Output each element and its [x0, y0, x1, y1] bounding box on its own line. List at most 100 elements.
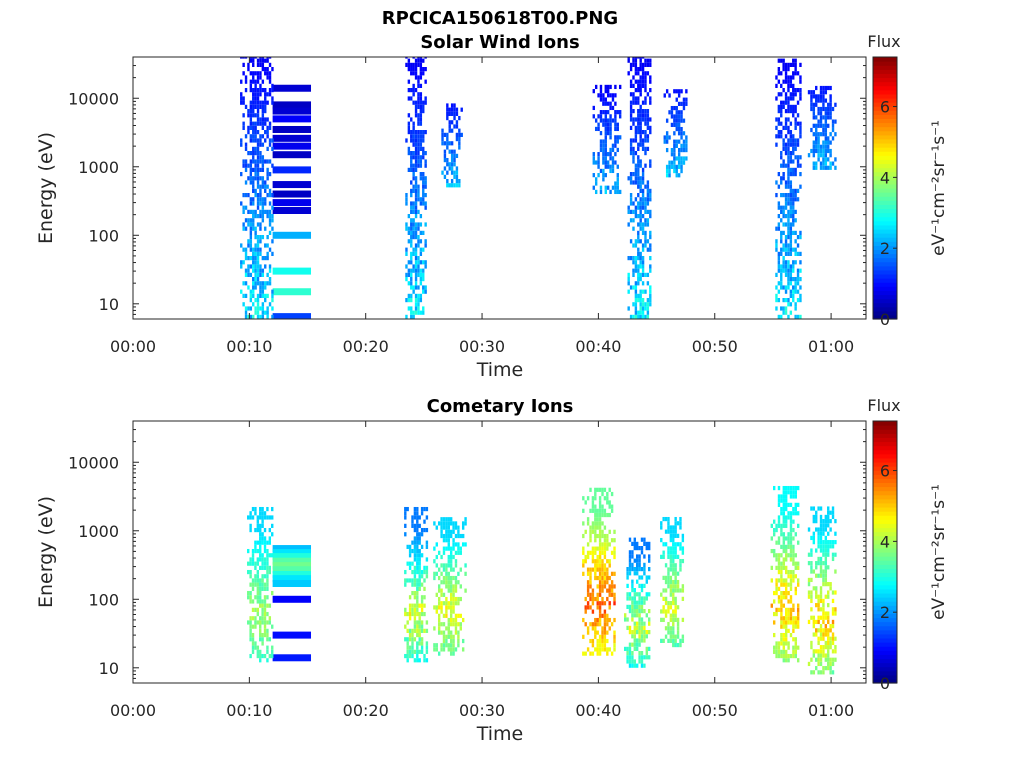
flux-cell: [637, 264, 640, 269]
flux-cell: [410, 155, 413, 160]
flux-cell: [815, 136, 818, 141]
flux-cell: [413, 553, 417, 558]
flux-cell: [613, 638, 616, 644]
flux-cell: [681, 537, 685, 543]
flux-cell: [777, 71, 781, 76]
flux-cell: [609, 135, 612, 140]
flux-cell: [268, 214, 272, 219]
flux-cell: [796, 100, 800, 105]
flux-cell: [669, 525, 673, 530]
flux-cell: [669, 546, 673, 551]
flux-cell: [254, 620, 257, 625]
flux-cell: [420, 611, 424, 617]
flux-cell: [631, 642, 634, 647]
flux-cell: [589, 529, 592, 534]
flux-cell: [784, 494, 788, 499]
flux-cell: [586, 571, 590, 576]
flux-cell: [259, 138, 262, 143]
flux-cell: [669, 529, 673, 534]
flux-cell: [417, 163, 420, 168]
colorbar-segment: [873, 425, 897, 430]
flux-cell: [259, 92, 262, 97]
flux-cell: [638, 634, 641, 639]
flux-cell: [631, 634, 634, 639]
flux-cell: [819, 161, 823, 166]
flux-cell: [649, 96, 652, 101]
flux-cell: [794, 645, 797, 650]
flux-cell: [443, 141, 447, 146]
flux-cell: [596, 638, 599, 644]
flux-cell: [441, 136, 444, 142]
flux-cell: [631, 579, 634, 584]
flux-cell: [638, 566, 641, 572]
flux-cell: [408, 565, 412, 570]
flux-cell: [632, 75, 635, 80]
flux-cell: [627, 256, 630, 261]
flux-cell: [787, 515, 790, 520]
flux-cell: [831, 556, 835, 562]
flux-cell: [425, 658, 429, 663]
flux-cell: [410, 298, 413, 303]
flux-cell: [458, 128, 461, 133]
flux-cell: [256, 214, 260, 219]
flux-cell: [457, 550, 460, 555]
flux-cell: [780, 632, 783, 638]
flux-cell: [613, 538, 616, 543]
flux-cell: [251, 515, 255, 520]
flux-cell: [792, 293, 795, 298]
flux-cell: [780, 58, 783, 63]
flux-cell: [254, 100, 257, 105]
flux-cell: [606, 101, 610, 106]
flux-cell: [268, 653, 272, 659]
flux-cell: [263, 511, 267, 516]
flux-cell: [647, 608, 651, 614]
flux-cell: [266, 611, 269, 617]
flux-cell: [261, 616, 264, 621]
flux-cell: [792, 205, 795, 210]
flux-cell: [594, 647, 597, 652]
flux-cell: [610, 504, 614, 509]
flux-cell: [405, 272, 408, 277]
flux-cell: [674, 571, 677, 576]
flux-cell: [603, 554, 607, 560]
flux-cell: [414, 260, 418, 265]
flux-cell: [252, 251, 255, 256]
flux-cell: [419, 113, 423, 118]
flux-cell: [591, 643, 595, 648]
flux-cell: [414, 235, 418, 240]
flux-cell: [649, 298, 652, 303]
flux-cell: [446, 132, 449, 137]
flux-cell: [629, 138, 633, 143]
flux-cell: [780, 616, 783, 621]
flux-cell: [411, 637, 414, 642]
flux-cell: [271, 100, 274, 105]
flux-cell: [679, 563, 682, 568]
flux-cell: [413, 527, 417, 533]
flux-cell: [410, 243, 413, 248]
flux-cell: [638, 613, 641, 618]
flux-cell: [266, 574, 269, 579]
flux-cell: [594, 546, 597, 551]
flux-cell: [674, 617, 677, 622]
flux-cell: [819, 632, 823, 637]
flux-cell: [608, 601, 611, 606]
flux-cell: [613, 546, 616, 551]
flux-cell: [794, 289, 797, 294]
flux-cell: [442, 575, 446, 581]
flux-cell: [639, 176, 642, 181]
flux-cell: [639, 264, 642, 269]
flux-cell: [674, 563, 677, 568]
flux-cell: [601, 575, 604, 581]
flux-cell: [682, 101, 686, 106]
flux-cell: [819, 594, 823, 599]
flux-cell: [639, 62, 642, 67]
x-tick-label: 00:30: [459, 337, 505, 356]
flux-cell: [633, 638, 636, 643]
flux-cell: [629, 239, 633, 244]
flux-cell: [834, 519, 837, 524]
flux-cell: [775, 523, 778, 528]
flux-cell: [247, 306, 250, 311]
flux-cell: [268, 125, 272, 130]
flux-cell: [644, 79, 647, 84]
flux-cell: [822, 132, 825, 137]
